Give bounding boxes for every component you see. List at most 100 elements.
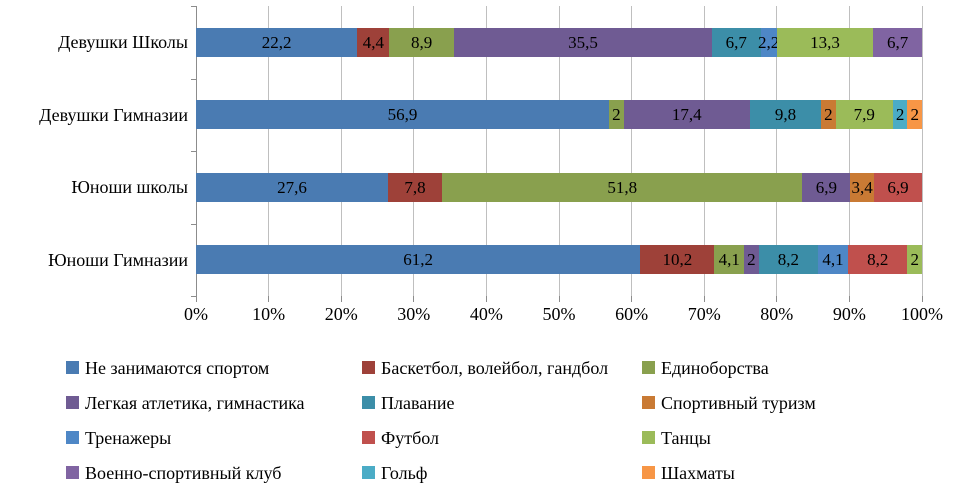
legend-swatch	[66, 396, 79, 409]
legend-label: Плавание	[381, 392, 455, 413]
legend-swatch	[362, 466, 375, 479]
bar-segment-label: 2,2	[758, 32, 780, 52]
legend-label: Тренажеры	[85, 427, 172, 448]
bar-segment-label: 2	[824, 105, 833, 125]
bar-segment-label: 2	[895, 105, 905, 125]
legend-label: Футбол	[381, 427, 439, 448]
y-axis-tick	[191, 78, 196, 80]
bar-row: 27,6 7,8 51,8 6,9 3,4 6,9	[196, 172, 922, 202]
x-tick-label: 90%	[832, 304, 866, 324]
legend-label: Легкая атлетика, гимнастика	[85, 392, 305, 413]
bar-segment: 9,8	[749, 100, 822, 130]
grid-line	[340, 6, 342, 296]
grid-line	[848, 6, 850, 296]
grid-line	[268, 6, 270, 296]
legend-item: Легкая атлетика, гимнастика	[66, 394, 362, 412]
bar-segment: 61,2	[196, 245, 641, 275]
y-axis-tick	[191, 223, 196, 225]
legend-item: Футбол	[362, 429, 642, 447]
bar-row: 22,2 4,4 8,9 35,5 6,7 2,2 13,3 6,7	[196, 27, 922, 57]
bar-segment: 6,7	[873, 27, 922, 57]
bar-segment: 2,2	[758, 27, 780, 57]
bar-segment: 13,3	[776, 27, 874, 57]
bar-segment: 2	[821, 100, 836, 130]
legend-label: Шахматы	[661, 462, 735, 483]
bar-segment-label: 4,4	[362, 32, 384, 52]
bar-segment: 2	[907, 100, 922, 130]
plot-area: 22,2 4,4 8,9 35,5 6,7 2,2 13,3 6,7 56,9 2 17,4 9,8 2…	[191, 6, 923, 302]
bar-segment-label: 10,2	[662, 250, 693, 270]
x-tick-label: 50%	[542, 304, 576, 324]
bar-segment-label: 13,3	[810, 32, 840, 52]
bar-segment-label: 8,2	[777, 250, 800, 270]
bar-segment-label: 4,1	[718, 250, 740, 270]
x-tick-label: 40%	[469, 304, 503, 324]
grid-line	[485, 6, 487, 296]
x-tick-label: 0%	[184, 304, 208, 324]
bar-segment: 7,9	[835, 100, 893, 130]
bar-segment: 6,9	[802, 172, 851, 202]
bar-segment-label: 35,5	[568, 32, 598, 52]
bar-segment-label: 2	[910, 250, 919, 270]
bar-segment-label: 61,2	[403, 250, 434, 270]
x-tick-label: 70%	[687, 304, 721, 324]
legend-label: Единоборства	[661, 357, 769, 378]
bar-segment: 2	[892, 100, 908, 130]
bar-segment-label: 8,2	[867, 250, 889, 270]
category-label: Юноши школы	[71, 177, 188, 198]
grid-line	[558, 6, 560, 296]
legend-item: Тренажеры	[66, 429, 362, 447]
bar-segment: 56,9	[196, 100, 610, 130]
legend-item: Единоборства	[642, 359, 938, 377]
x-axis-tick	[268, 296, 270, 302]
category-label: Юноши Гимназии	[48, 249, 188, 270]
bar-segment-label: 7,8	[404, 177, 426, 197]
bar-segment: 6,9	[873, 172, 922, 202]
bar-row: 61,2 10,2 4,1 2 8,2 4,1 8,2 2	[196, 245, 922, 275]
legend-item: Не занимаются спортом	[66, 359, 362, 377]
legend-swatch	[642, 466, 655, 479]
legend-label: Баскетбол, волейбол, гандбол	[381, 357, 609, 378]
bar-segment: 51,8	[442, 172, 803, 202]
grid-line	[921, 6, 923, 296]
x-axis-tick	[558, 296, 560, 302]
bar-row: 56,9 2 17,4 9,8 2 7,9 2 2	[196, 100, 922, 130]
bar-segment: 35,5	[453, 27, 712, 57]
x-tick-label: 10%	[252, 304, 286, 324]
legend-swatch	[362, 431, 375, 444]
bar-segment-label: 51,8	[607, 177, 638, 197]
category-label: Девушки Гимназии	[39, 104, 188, 125]
legend-label: Гольф	[381, 462, 428, 483]
x-axis-tick	[703, 296, 705, 302]
bar-segment-label: 6,7	[886, 32, 909, 52]
x-tick-label: 100%	[901, 304, 943, 324]
grid-line	[703, 6, 705, 296]
x-axis-tick	[631, 296, 633, 302]
x-axis-tick	[848, 296, 850, 302]
x-axis-tick	[195, 296, 197, 302]
x-axis-tick	[340, 296, 342, 302]
x-tick-label: 80%	[760, 304, 794, 324]
legend-swatch	[66, 361, 79, 374]
bar-segment: 8,2	[847, 245, 908, 275]
bar-segment-label: 7,9	[853, 105, 875, 125]
legend-swatch	[642, 431, 655, 444]
legend-label: Танцы	[661, 427, 711, 448]
legend-item: Танцы	[642, 429, 938, 447]
bar-segment-label: 9,8	[774, 105, 797, 125]
bar-segment: 10,2	[640, 245, 715, 275]
bar-segment: 7,8	[387, 172, 443, 202]
bar-segment-label: 6,7	[725, 32, 747, 52]
x-tick-label: 20%	[324, 304, 358, 324]
bar-segment-label: 2	[747, 250, 756, 270]
y-axis-tick	[191, 151, 196, 152]
bar-segment: 2	[609, 100, 624, 130]
bar-segment: 2	[744, 245, 759, 275]
bar-segment: 17,4	[623, 100, 750, 130]
x-axis-labels: 0% 10% 20% 30% 40% 50% 60% 70% 80% 90% 100%	[184, 304, 943, 328]
legend-label: Спортивный туризм	[661, 392, 816, 413]
x-tick-label: 60%	[615, 304, 649, 324]
bar-segment-label: 4,1	[822, 250, 844, 270]
y-axis-tick	[191, 6, 196, 7]
legend-item: Военно-спортивный клуб	[66, 464, 362, 482]
